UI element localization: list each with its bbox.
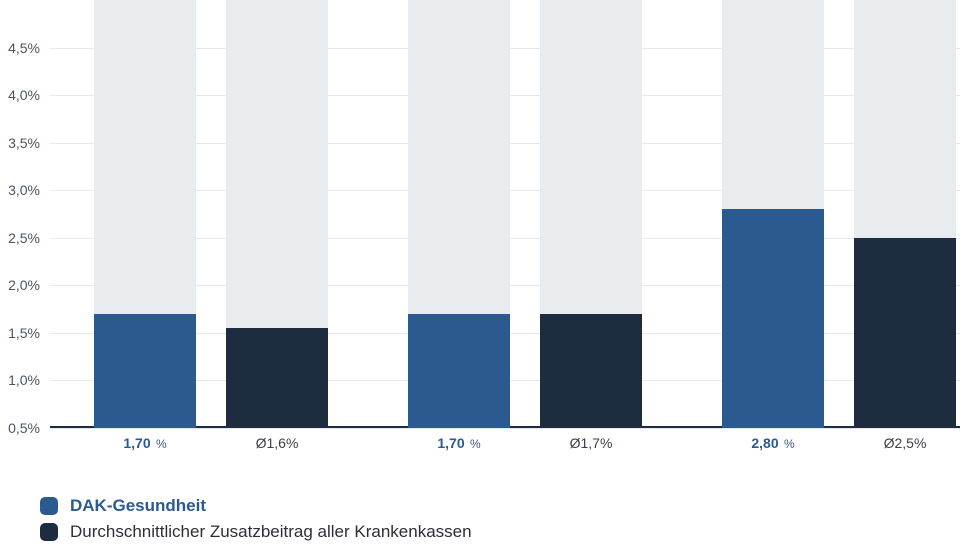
bar-secondary bbox=[854, 238, 956, 428]
y-tick-label: 4,0% bbox=[8, 87, 40, 103]
chart-container: 0,5% 1,0% 1,5% 2,0% 2,5% 3,0% 3,5% 4,0% 4,5% 202… bbox=[0, 0, 970, 560]
year-watermark: 2025 bbox=[729, 2, 818, 45]
year-watermark: 2023 bbox=[101, 2, 190, 45]
bar-primary bbox=[94, 314, 196, 428]
bar-value-label-primary: 1,70 % bbox=[437, 435, 480, 451]
y-tick-label: 0,5% bbox=[8, 420, 40, 436]
y-tick-label: 2,0% bbox=[8, 277, 40, 293]
legend: DAK-Gesundheit Durchschnittlicher Zusatz… bbox=[40, 490, 472, 542]
legend-swatch-secondary bbox=[40, 523, 58, 541]
legend-label-secondary: Durchschnittlicher Zusatzbeitrag aller K… bbox=[70, 522, 472, 542]
y-tick-label: 4,5% bbox=[8, 40, 40, 56]
bar-value-label-primary: 2,80 % bbox=[751, 435, 794, 451]
legend-item-secondary: Durchschnittlicher Zusatzbeitrag aller K… bbox=[40, 522, 472, 542]
y-tick-label: 1,0% bbox=[8, 372, 40, 388]
bar-value-label-secondary: Ø1,6% bbox=[256, 435, 299, 451]
legend-label-primary: DAK-Gesundheit bbox=[70, 496, 206, 516]
legend-item-primary: DAK-Gesundheit bbox=[40, 496, 472, 516]
bar-primary bbox=[722, 209, 824, 428]
bar-secondary bbox=[540, 314, 642, 428]
legend-swatch-primary bbox=[40, 497, 58, 515]
year-watermark: 2024 bbox=[415, 2, 504, 45]
bar-secondary bbox=[226, 328, 328, 428]
bar-value-label-primary: 1,70 % bbox=[123, 435, 166, 451]
y-axis: 0,5%1,0%1,5%2,0%2,5%3,0%3,5%4,0%4,5% bbox=[0, 0, 50, 428]
y-tick-label: 3,5% bbox=[8, 135, 40, 151]
plot-area: 2023 2024 2025 bbox=[50, 0, 960, 428]
gridline bbox=[50, 428, 960, 429]
bar-value-label-secondary: Ø1,7% bbox=[570, 435, 613, 451]
y-tick-label: 2,5% bbox=[8, 230, 40, 246]
bar-value-label-secondary: Ø2,5% bbox=[884, 435, 927, 451]
y-tick-label: 3,0% bbox=[8, 182, 40, 198]
y-tick-label: 1,5% bbox=[8, 325, 40, 341]
bar-primary bbox=[408, 314, 510, 428]
